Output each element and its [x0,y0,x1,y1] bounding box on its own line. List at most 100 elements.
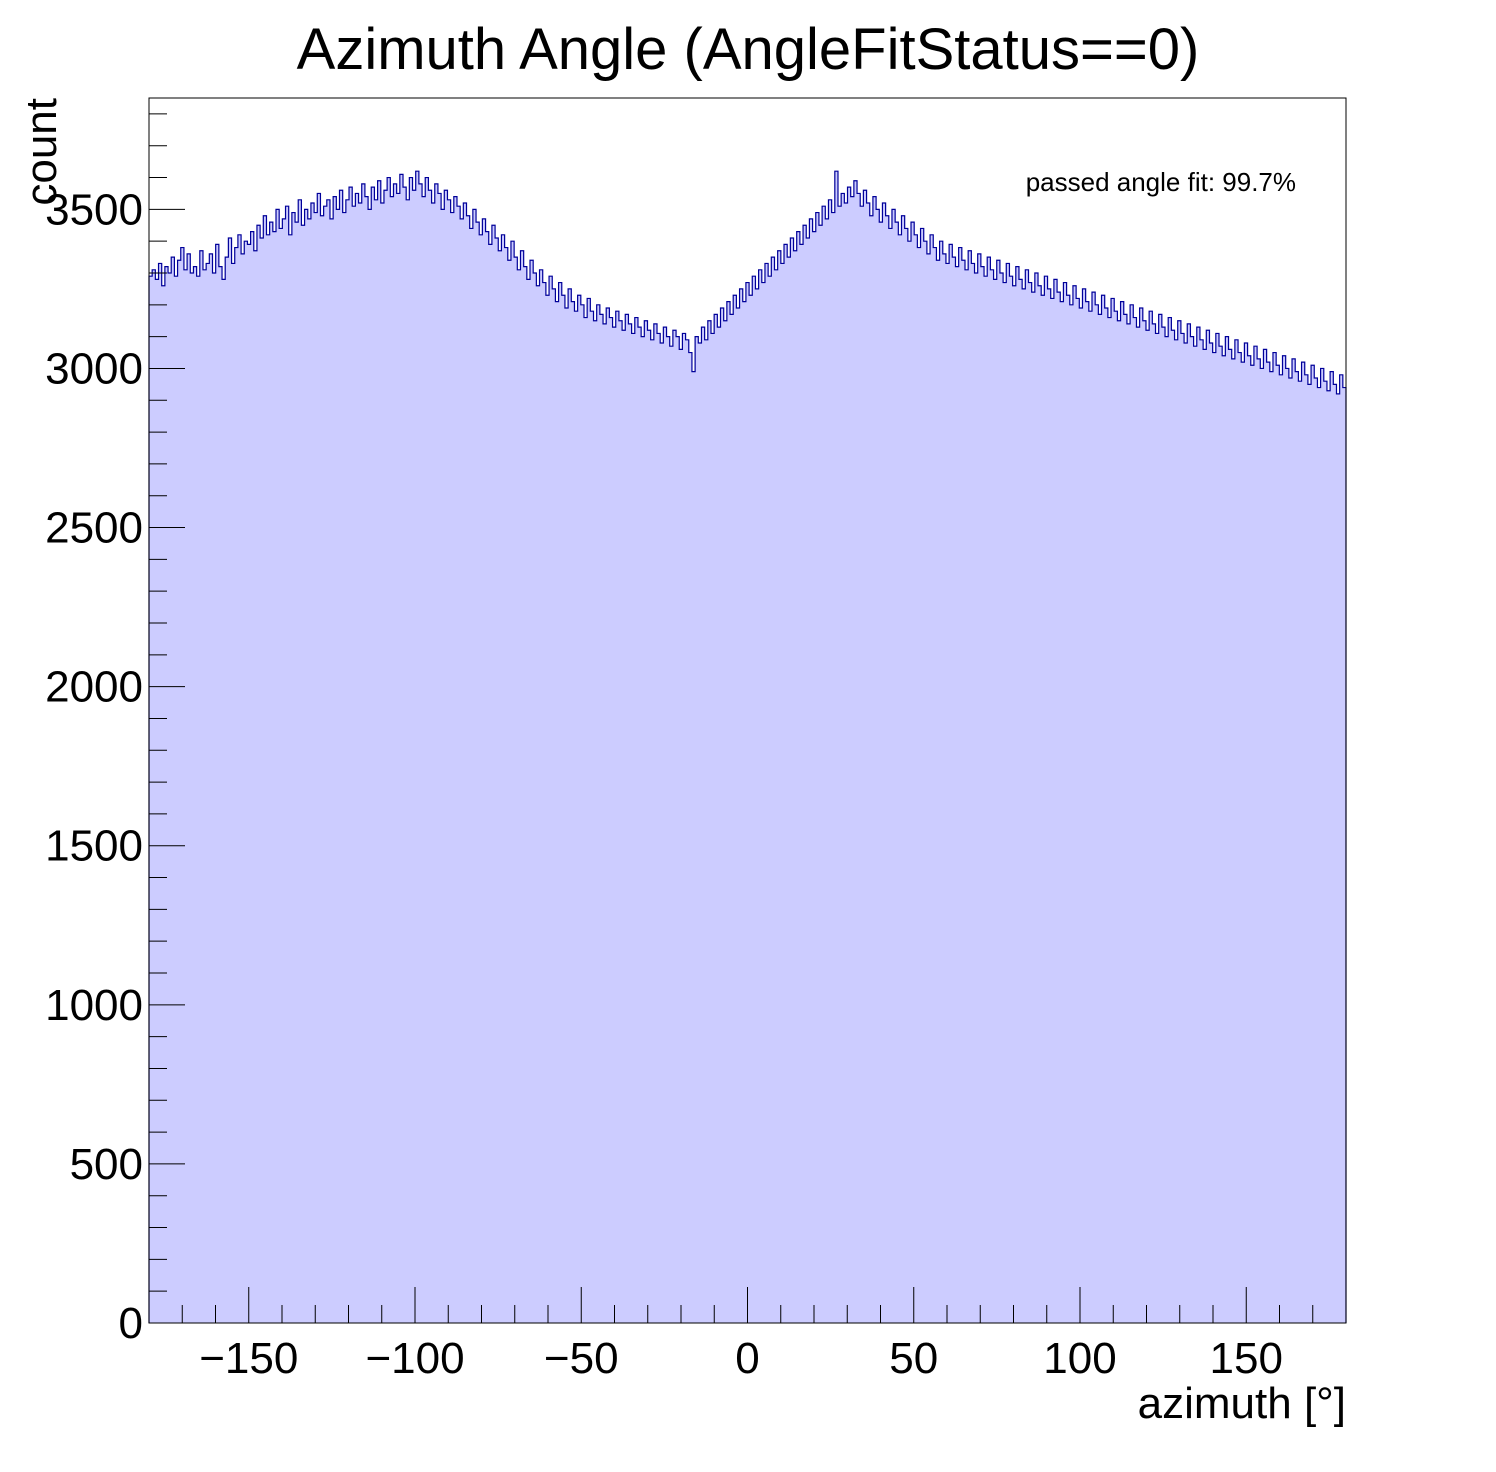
histogram-bar [723,320,728,1323]
histogram-bar [958,247,963,1324]
histogram-bar [844,203,848,1323]
histogram-bar [393,183,398,1324]
histogram-bar [857,193,861,1323]
histogram-bar [672,330,677,1324]
histogram-bar [1301,362,1306,1323]
histogram-bar [755,288,760,1324]
histogram-bar [434,183,439,1324]
histogram-bars [149,171,1347,1324]
histogram-bar [285,206,290,1323]
histogram-bar [314,212,318,1324]
histogram-bar [641,336,645,1323]
histogram-bar [298,199,302,1324]
histogram-bar [1231,358,1236,1324]
histogram-bar [1292,358,1296,1324]
histogram-bar [1047,288,1052,1324]
histogram-bar [463,203,467,1323]
histogram-bar [476,222,480,1323]
histogram-bar [730,314,734,1323]
histogram-bar [1111,298,1115,1323]
histogram-bar [377,180,382,1323]
histogram-bar [1314,378,1318,1323]
histogram-bar [1031,292,1036,1323]
histogram-bar [952,257,956,1323]
histogram-bar [225,257,229,1323]
histogram-bar [710,333,715,1323]
histogram-bar [1279,374,1283,1323]
histogram-bar [253,250,258,1323]
histogram-bar [158,263,163,1323]
histogram-bar [498,250,502,1323]
histogram-bar [212,273,217,1323]
histogram-bar [228,238,232,1323]
histogram-bar [1247,355,1252,1323]
x-axis-label: azimuth [°] [1138,1379,1346,1428]
histogram-bar [834,171,839,1323]
y-tick-label: 0 [119,1299,143,1348]
histogram-bar [815,212,820,1324]
histogram-bar [368,209,372,1323]
histogram-bar [1260,368,1264,1323]
histogram-bar [891,209,896,1323]
histogram-bar [1263,349,1268,1323]
histogram-bar [149,276,153,1323]
histogram-bar [301,225,305,1324]
histogram-bar [1241,362,1245,1323]
histogram-bar [371,187,375,1323]
histogram-bar [806,238,810,1323]
histogram-bar [183,269,188,1324]
histogram-bar [247,244,252,1323]
histogram-bar [180,247,185,1324]
histogram-bar [1218,346,1223,1323]
histogram-bar [1326,390,1331,1323]
histogram-bar [866,203,871,1323]
histogram-bar [282,218,286,1324]
histogram-bar [168,273,172,1323]
histogram-bar [1193,346,1198,1323]
histogram-bar [787,257,791,1323]
histogram-bar [1298,381,1302,1323]
histogram-bar [1158,314,1163,1323]
histogram-bar [460,218,464,1324]
histogram-bar [326,199,331,1324]
histogram-bar [279,228,283,1323]
histogram-bar [1222,355,1226,1323]
histogram-bar [456,206,461,1323]
histogram-bar [152,269,156,1324]
histogram-bar [549,276,553,1323]
histogram-bar [1161,327,1166,1323]
histogram-bar [358,203,363,1323]
histogram-bar [530,260,534,1324]
histogram-bar [409,177,413,1324]
histogram-bar [752,276,756,1323]
histogram-bar [171,257,175,1323]
histogram-bar [1009,276,1014,1323]
histogram-bar [412,190,417,1324]
histogram-bar [1174,339,1179,1323]
histogram-bar [333,196,337,1324]
histogram-bar [431,203,436,1323]
histogram-bar [209,253,213,1324]
histogram-bar [790,238,794,1323]
histogram-bar [901,215,906,1323]
histogram-bar [399,174,404,1323]
histogram-bar [1006,263,1010,1323]
histogram-bar [1215,333,1220,1323]
histogram-bar [571,301,575,1323]
histogram-bar [663,327,667,1323]
histogram-bar [606,308,610,1323]
histogram-bar [1136,327,1141,1323]
histogram-bar [244,241,248,1323]
histogram-bar [1257,358,1261,1324]
histogram-bar [1320,368,1325,1323]
histogram-bar [1333,384,1337,1323]
histogram-bar [841,193,845,1323]
histogram-bar [923,241,928,1323]
histogram-bar [1184,343,1188,1323]
histogram-bar [383,190,388,1324]
histogram-bar [202,269,207,1324]
histogram-bar [555,301,559,1323]
histogram-bar [1034,273,1039,1323]
histogram-bar [707,320,712,1323]
